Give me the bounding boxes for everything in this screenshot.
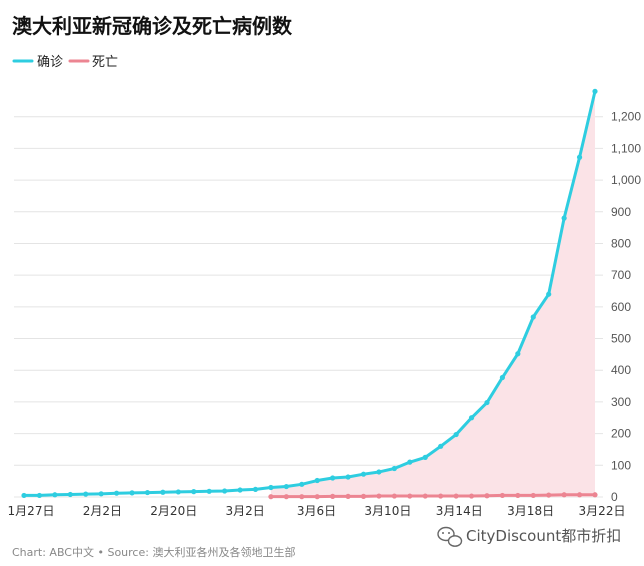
chart-title: 澳大利亚新冠确诊及死亡病例数 [12, 14, 293, 38]
watermark-text: CityDiscount都市折扣 [466, 527, 621, 545]
x-tick-label: 3月2日 [225, 504, 264, 518]
y-tick-label: 100 [611, 458, 631, 472]
y-tick-label: 300 [611, 395, 631, 409]
confirmed-point [237, 487, 243, 493]
deaths-point [376, 493, 382, 499]
y-tick-label: 1,200 [611, 110, 641, 124]
wechat-icon [437, 526, 463, 547]
confirmed-point [268, 484, 274, 491]
confirmed-point [83, 491, 89, 497]
y-tick-label: 0 [611, 490, 618, 504]
legend-label-confirmed: 确诊 [37, 55, 63, 70]
y-axis-ticks: 0 100 200 300 400 500 600 700 800 900 1,000 1,100 1,… [611, 110, 641, 504]
deaths-point [576, 492, 583, 498]
legend-label-deaths: 死亡 [92, 55, 118, 70]
confirmed-point [36, 492, 43, 499]
deaths-point [345, 493, 351, 499]
confirmed-point [67, 491, 73, 498]
deaths-point [468, 493, 475, 499]
confirmed-point [113, 490, 120, 496]
deaths-line [269, 493, 597, 499]
y-tick-label: 400 [611, 363, 631, 377]
confirmed-point [345, 474, 351, 480]
y-tick-label: 600 [611, 300, 631, 314]
deaths-point [360, 493, 367, 499]
confirmed-point [160, 489, 166, 495]
confirmed-point [546, 291, 552, 297]
confirmed-point [376, 469, 382, 475]
deaths-point [530, 492, 536, 499]
x-tick-label: 3月10日 [364, 504, 411, 518]
y-tick-label: 200 [611, 427, 631, 441]
deaths-point [592, 492, 598, 498]
x-tick-label: 2月20日 [150, 504, 197, 518]
x-tick-label: 3月18日 [507, 504, 554, 518]
x-axis-ticks: 1月27日 2月2日 2月20日 3月2日 3月6日 3月10日 3月14日 3月18日 3月2… [8, 504, 626, 518]
x-tick-label: 3月22日 [579, 504, 626, 518]
confirmed-point [21, 492, 27, 499]
deaths-point [422, 493, 428, 499]
deaths-point [268, 494, 274, 500]
confirmed-point [576, 154, 583, 160]
deaths-point [515, 492, 521, 499]
deaths-point [438, 493, 444, 499]
confirmed-point [515, 351, 521, 357]
gridlines [14, 116, 603, 498]
legend: 确诊 死亡 [12, 55, 118, 70]
confirmed-point [129, 490, 135, 496]
confirmed-point [592, 88, 598, 94]
confirmed-point [407, 459, 413, 465]
deaths-point [391, 493, 397, 499]
confirmed-point [484, 399, 490, 406]
confirmed-point [422, 454, 428, 460]
confirmed-point [360, 471, 367, 477]
x-tick-label: 2月2日 [83, 504, 122, 518]
y-tick-label: 1,000 [611, 173, 641, 187]
confirmed-point [561, 215, 567, 221]
deaths-point [484, 493, 490, 499]
confirmed-point [468, 415, 475, 421]
deaths-point [561, 492, 567, 498]
deaths-point [499, 492, 506, 499]
deaths-point [546, 492, 552, 498]
confirmed-point [453, 431, 459, 438]
y-tick-label: 1,100 [611, 141, 641, 155]
y-tick-label: 900 [611, 205, 631, 219]
deaths-point [453, 493, 459, 499]
confirmed-point [98, 491, 104, 497]
y-tick-label: 800 [611, 236, 631, 250]
x-tick-label: 3月6日 [297, 504, 336, 518]
series-layer [21, 88, 598, 500]
deaths-point [314, 494, 320, 500]
watermark: CityDiscount都市折扣 [437, 526, 621, 547]
y-tick-label: 700 [611, 268, 631, 282]
deaths-point [330, 493, 336, 499]
confirmed-point [499, 374, 506, 381]
confirmed-point [314, 477, 320, 484]
deaths-point [407, 493, 413, 499]
confirmed-point [283, 483, 289, 490]
confirmed-point [530, 314, 536, 320]
confirmed-area-fill [270, 91, 595, 497]
x-tick-label: 3月14日 [436, 504, 483, 518]
deaths-point [299, 494, 305, 500]
confirmed-point [206, 488, 212, 494]
area-layer [270, 91, 595, 497]
confirmed-point [144, 489, 151, 496]
confirmed-point [299, 481, 305, 487]
deaths-point [283, 494, 289, 500]
confirmed-point [175, 489, 181, 495]
confirmed-point [330, 475, 336, 481]
confirmed-point [222, 488, 228, 494]
confirmed-point [391, 465, 397, 472]
y-tick-label: 500 [611, 332, 631, 346]
x-tick-label: 1月27日 [8, 504, 55, 518]
confirmed-point [438, 443, 444, 449]
source-note: Chart: ABC中文 • Source: 澳大利亚各州及各领地卫生部 [12, 545, 295, 559]
confirmed-point [52, 492, 58, 498]
confirmed-point [191, 489, 197, 495]
confirmed-point [252, 486, 259, 492]
